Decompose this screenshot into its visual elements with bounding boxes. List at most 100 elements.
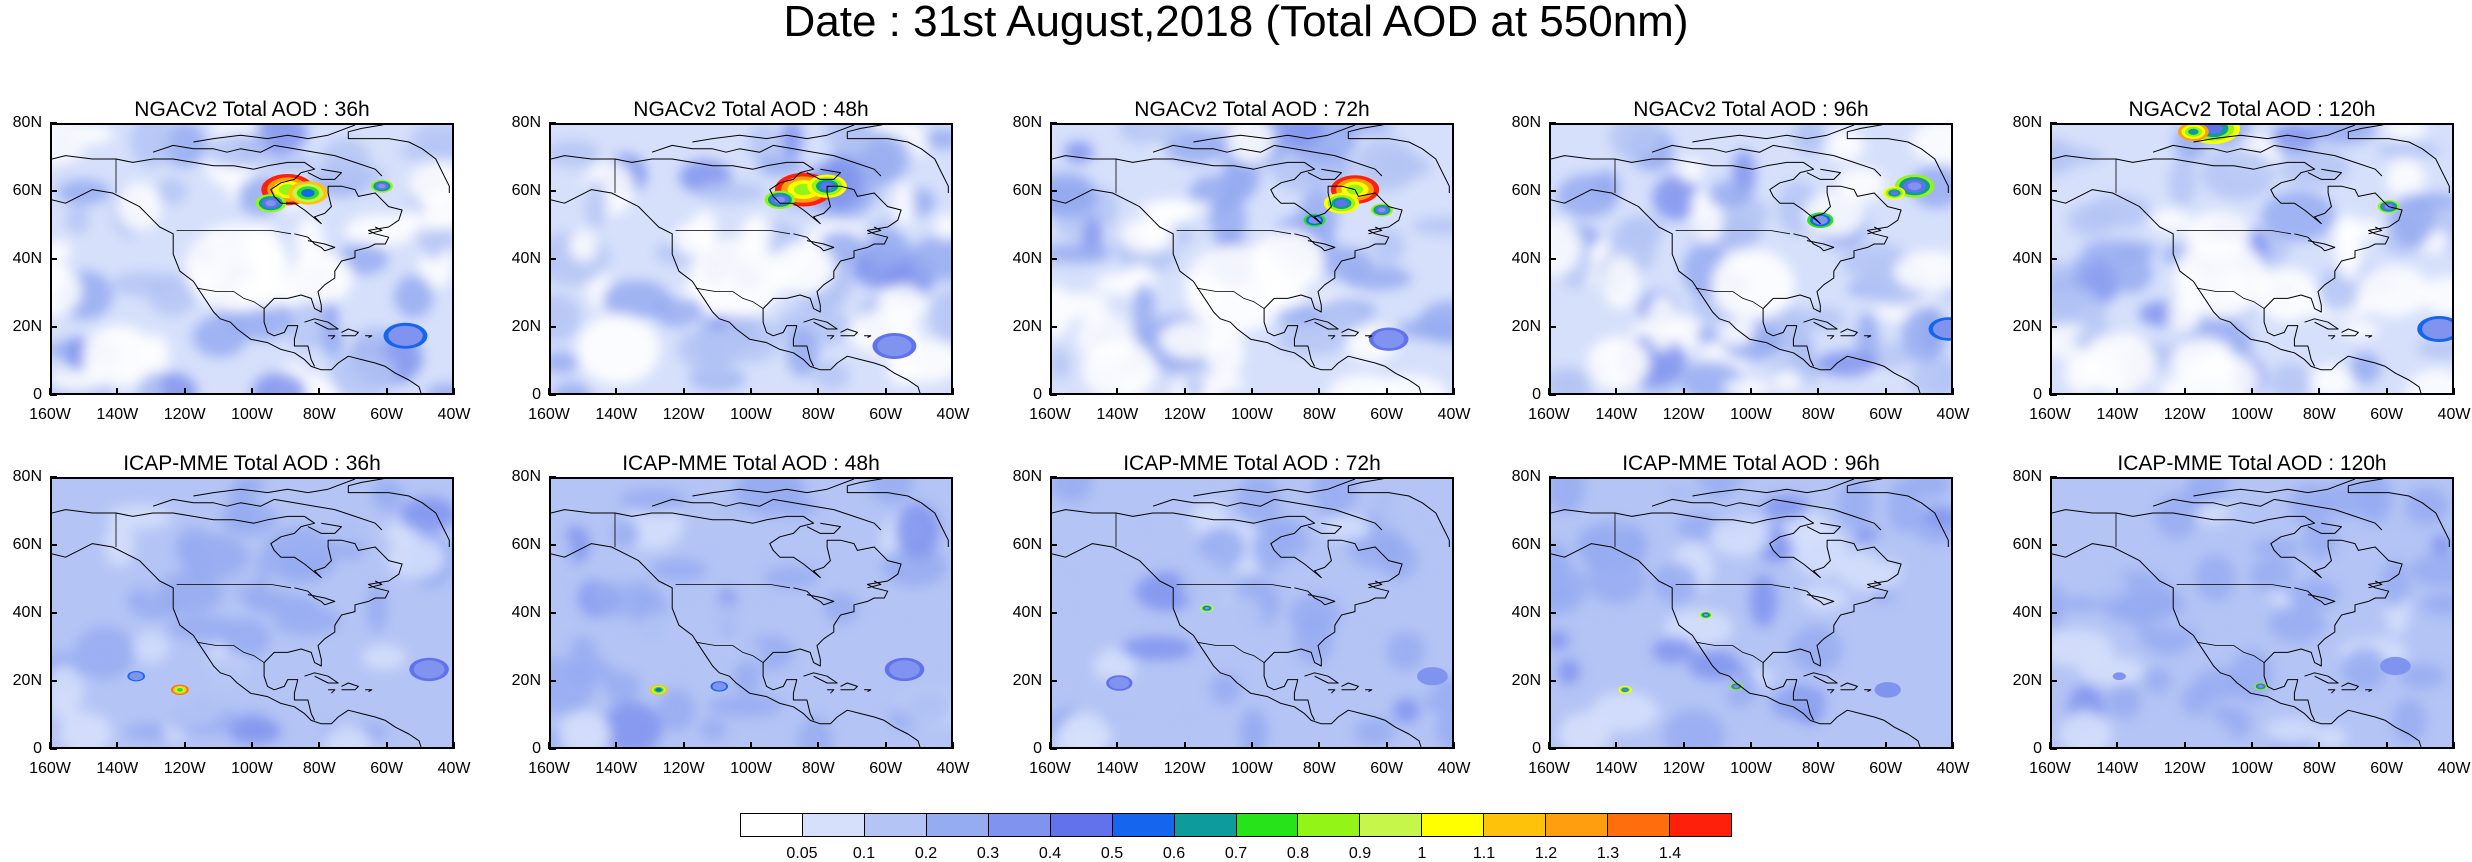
lon-label: 40W: [1936, 406, 1970, 423]
lat-tick: [549, 544, 556, 546]
lat-label: 80N: [511, 114, 541, 131]
aod-patch: [2143, 668, 2171, 693]
aod-patch: [1277, 323, 1349, 355]
low-aod-region: [1711, 249, 1795, 320]
aod-patch: [2308, 365, 2356, 393]
lon-tick: [1750, 742, 1752, 749]
lat-label: 20N: [1012, 672, 1042, 689]
coastline: [1193, 125, 1356, 143]
colorbar-label: 0.4: [1038, 845, 1062, 862]
coastline: [1827, 689, 1835, 694]
lon-label: 60W: [1370, 760, 1404, 777]
aod-patch: [1052, 284, 1073, 338]
aod-patch: [612, 518, 640, 550]
lon-label: 60W: [2370, 406, 2404, 423]
aod-patch: [354, 327, 392, 349]
aod-patch: [52, 479, 80, 497]
lon-label: 40W: [437, 760, 471, 777]
lat-label: 80N: [2012, 114, 2042, 131]
coastline: [846, 125, 949, 193]
coastline: [304, 318, 339, 330]
panel-title: ICAP-MME Total AOD : 96h: [1622, 452, 1880, 475]
lon-label: 60W: [2370, 760, 2404, 777]
aod-patch: [1344, 669, 1385, 715]
lon-label: 40W: [2437, 406, 2471, 423]
lat-tick: [50, 748, 57, 750]
map-plot-area: [1549, 477, 1953, 749]
aod-patch: [1801, 583, 1850, 612]
aod-patch: [825, 125, 873, 158]
lat-label: 20N: [511, 318, 541, 335]
aod-shading: [1551, 479, 1951, 747]
aod-hotspot: [176, 688, 183, 692]
aod-patch: [2314, 726, 2347, 747]
lon-tick: [1251, 742, 1253, 749]
aod-patch: [551, 351, 580, 374]
coastline: [341, 328, 359, 337]
coastline: [651, 498, 882, 531]
coastline: [1867, 580, 1882, 589]
aod-patch: [2107, 683, 2141, 719]
colorbar-box: [1422, 814, 1485, 836]
map-panel: ICAP-MME Total AOD : 72h 0 20N 40N 60N 80N 160…: [1013, 453, 1471, 777]
coastline: [1365, 689, 1373, 692]
lat-label: 80N: [1511, 114, 1541, 131]
lat-tick: [1549, 476, 1556, 478]
lat-label: 20N: [511, 672, 541, 689]
aod-patch: [1329, 125, 1394, 134]
aod-patch: [2405, 369, 2452, 393]
lon-label: 100W: [1231, 406, 1273, 423]
low-aod-region: [1251, 230, 1325, 292]
coastline: [2193, 125, 2356, 143]
aod-hotspot: [265, 200, 276, 207]
aod-patch: [1652, 175, 1700, 221]
aod-patch: [1789, 625, 1842, 674]
coastline: [1867, 226, 1882, 235]
aod-patch: [1354, 718, 1395, 746]
lat-tick: [50, 394, 57, 396]
aod-patch: [1372, 228, 1405, 265]
coastline: [1551, 155, 1902, 313]
lat-tick: [2050, 680, 2057, 682]
aod-patch: [2189, 353, 2260, 393]
colorbar-label: 1.4: [1658, 845, 1682, 862]
low-aod-region: [558, 712, 611, 747]
aod-patch: [111, 271, 174, 297]
coastline: [347, 125, 450, 193]
aod-patch: [1052, 243, 1113, 264]
lon-tick: [817, 742, 820, 749]
lon-label: 120W: [662, 760, 705, 777]
lat-tick: [549, 190, 556, 192]
aod-patch: [1052, 479, 1092, 504]
aod-patch: [1209, 193, 1247, 246]
coastline: [1307, 522, 1342, 534]
aod-patch: [1063, 141, 1094, 163]
coastline: [304, 672, 339, 684]
lon-label: 60W: [370, 406, 404, 423]
lat-label: 60N: [1012, 182, 1042, 199]
coastline: [867, 580, 882, 589]
aod-patch: [895, 503, 941, 559]
coastline: [152, 144, 383, 177]
aod-patch: [551, 530, 574, 574]
aod-patch: [152, 701, 222, 728]
aod-patch: [1772, 370, 1802, 391]
lon-tick: [750, 388, 752, 395]
map-panel: ICAP-MME Total AOD : 48h 0 20N 40N 60N 80N 160…: [512, 453, 970, 777]
lat-label: 80N: [12, 114, 42, 131]
aod-patch: [813, 362, 850, 390]
lat-label: 20N: [2012, 318, 2042, 335]
lon-label: 80W: [1801, 406, 1835, 423]
lon-tick: [1453, 742, 1455, 749]
aod-patch: [204, 133, 268, 169]
coastline: [1803, 672, 1838, 684]
lon-tick: [2385, 388, 2388, 395]
lat-tick: [1050, 476, 1057, 478]
lon-label: 100W: [231, 760, 273, 777]
lat-label: 40N: [2012, 250, 2042, 267]
lat-label: 60N: [12, 536, 42, 553]
aod-field-map: [1551, 125, 1951, 393]
coastline: [1762, 662, 1815, 721]
lat-label: 60N: [1012, 536, 1042, 553]
aod-hotspot: [2258, 685, 2263, 688]
